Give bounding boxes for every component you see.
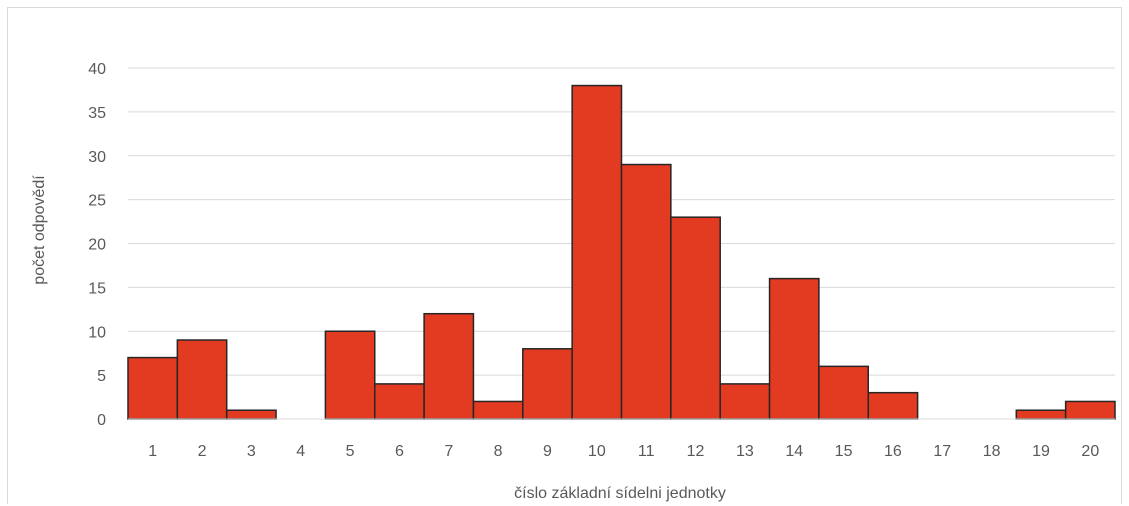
x-tick-label: 13 [736, 443, 754, 460]
bar-11 [620, 163, 672, 420]
x-tick-label: 3 [247, 443, 256, 460]
x-tick-label: 14 [785, 443, 803, 460]
bar-10 [571, 84, 623, 420]
x-tick-label: 8 [494, 443, 503, 460]
bar-6 [374, 383, 425, 420]
y-tick-label: 40 [88, 61, 106, 78]
x-tick-label: 4 [296, 443, 305, 460]
x-tick-labels: 1 2 3 4 5 6 7 8 9 10 11 12 13 14 15 16 17 18 19 20 [148, 443, 1099, 460]
y-axis-title: počet odpovědí [31, 175, 48, 285]
y-tick-label: 30 [88, 149, 106, 166]
y-tick-label: 25 [88, 193, 106, 210]
bar-20 [1064, 400, 1116, 420]
x-tick-label: 19 [1032, 443, 1050, 460]
bar-1 [127, 356, 179, 420]
x-tick-label: 2 [198, 443, 207, 460]
y-tick-labels: 0 5 10 15 20 25 30 35 40 [88, 61, 106, 429]
bar-14 [768, 277, 820, 420]
y-tick-label: 10 [88, 324, 106, 341]
x-tick-label: 17 [933, 443, 951, 460]
x-tick-label: 11 [638, 443, 655, 460]
x-tick-label: 7 [444, 443, 453, 460]
x-tick-label: 1 [148, 443, 157, 460]
bar-7 [423, 312, 475, 420]
bar-15 [818, 365, 870, 420]
bars [127, 84, 1116, 420]
x-tick-label: 20 [1081, 443, 1099, 460]
x-tick-label: 10 [588, 443, 606, 460]
bar-5 [324, 330, 376, 420]
bar-16 [867, 391, 919, 420]
bar-19 [1015, 409, 1067, 420]
x-tick-label: 12 [687, 443, 705, 460]
y-tick-label: 15 [88, 280, 106, 297]
x-tick-label: 6 [395, 443, 404, 460]
bar-2 [176, 339, 228, 420]
y-tick-label: 20 [88, 237, 106, 254]
x-tick-label: 18 [983, 443, 1001, 460]
bar-3 [225, 409, 277, 420]
x-tick-label: 9 [543, 443, 552, 460]
y-tick-label: 35 [88, 105, 106, 122]
y-tick-label: 0 [97, 412, 106, 429]
bar-13 [719, 383, 771, 420]
x-tick-label: 5 [346, 443, 355, 460]
bar-9 [522, 348, 573, 420]
y-tick-label: 5 [97, 368, 106, 385]
x-axis-title: číslo základní sídelni jednotky [514, 485, 726, 502]
x-tick-label: 15 [835, 443, 853, 460]
bar-12 [670, 216, 721, 420]
bar-8 [472, 400, 524, 420]
chart-frame [7, 7, 1122, 504]
x-tick-label: 16 [884, 443, 902, 460]
